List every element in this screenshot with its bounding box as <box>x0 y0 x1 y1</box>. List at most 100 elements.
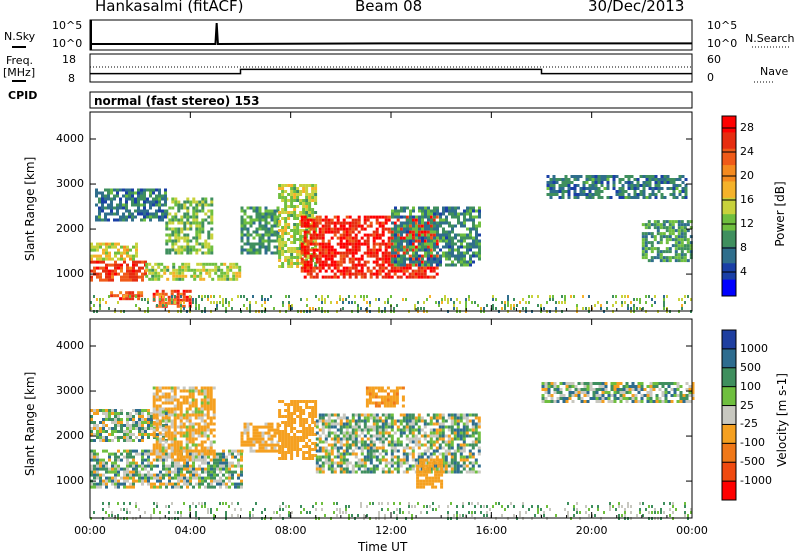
heat-cell <box>129 449 132 453</box>
heat-cell <box>278 424 282 427</box>
heat-cell <box>171 470 174 474</box>
heat-cell <box>460 239 463 243</box>
heat-cell <box>174 485 177 489</box>
heat-cell <box>188 446 192 450</box>
heat-cell <box>415 233 418 237</box>
heat-cell <box>177 221 181 225</box>
heat-cell <box>284 442 288 445</box>
heat-cell <box>421 206 424 210</box>
heat-cell <box>354 422 358 426</box>
heat-cell <box>433 227 436 231</box>
heat-cell <box>96 424 99 427</box>
heat-cell <box>102 242 105 246</box>
heat-cell <box>381 413 385 417</box>
heat-cell <box>442 227 445 231</box>
heat-cell <box>639 184 643 187</box>
heat-cell <box>366 467 370 471</box>
heat-cell <box>188 416 192 420</box>
heat-cell <box>158 437 162 441</box>
heat-cell <box>155 416 159 420</box>
heat-cell <box>276 431 280 435</box>
heat-cell <box>119 218 122 222</box>
heat-cell <box>315 218 319 222</box>
heat-cell <box>433 239 436 243</box>
heat-cell <box>372 419 376 423</box>
heat-cell <box>501 301 503 304</box>
heat-cell <box>114 464 117 468</box>
heat-cell <box>203 401 207 405</box>
heat-cell <box>381 242 385 246</box>
heat-cell <box>306 248 310 252</box>
heat-cell <box>120 436 123 439</box>
heat-cell <box>145 268 149 272</box>
heat-cell <box>216 455 219 459</box>
heat-cell <box>360 443 364 447</box>
heat-cell <box>208 262 212 266</box>
heat-cell <box>167 443 171 447</box>
heat-cell <box>99 467 102 471</box>
heat-cell <box>198 203 202 207</box>
heat-cell <box>549 298 551 301</box>
heat-cell <box>451 236 454 240</box>
heat-cell <box>391 248 394 252</box>
heat-cell <box>189 251 193 255</box>
heat-cell <box>102 424 105 427</box>
heat-cell <box>399 431 403 435</box>
heat-cell <box>171 301 173 304</box>
heat-cell <box>650 235 654 239</box>
heat-cell <box>152 452 156 456</box>
heat-cell <box>293 193 297 196</box>
heat-cell <box>411 230 415 234</box>
heat-cell <box>99 439 102 442</box>
heat-cell <box>200 440 204 444</box>
heat-cell <box>132 464 135 468</box>
heat-cell <box>421 263 424 267</box>
heat-cell <box>138 433 141 436</box>
heat-cell <box>93 452 96 456</box>
heat-cell <box>642 193 646 196</box>
heat-cell <box>293 196 297 199</box>
heat-cell <box>138 307 140 310</box>
heat-cell <box>172 271 176 275</box>
heat-cell <box>213 485 216 489</box>
heat-cell <box>303 218 307 222</box>
heat-cell <box>204 479 207 483</box>
heat-cell <box>318 251 322 255</box>
heat-cell <box>144 479 147 483</box>
heat-cell <box>394 260 397 264</box>
heat-cell <box>463 245 466 249</box>
heat-cell <box>167 419 171 423</box>
heat-cell <box>213 467 216 471</box>
heat-cell <box>270 425 274 429</box>
heat-cell <box>305 184 309 187</box>
heat-cell <box>220 262 224 266</box>
heat-cell <box>336 428 340 432</box>
heat-cell <box>126 269 129 273</box>
heat-cell <box>161 395 165 399</box>
heat-cell <box>327 242 331 246</box>
heat-cell <box>668 232 672 236</box>
heat-cell <box>345 437 349 441</box>
heat-cell <box>333 221 337 225</box>
heat-cell <box>96 298 98 301</box>
heat-cell <box>424 263 427 267</box>
heat-cell <box>393 272 397 276</box>
heat-cell <box>240 452 243 456</box>
heat-cell <box>176 301 180 305</box>
heat-cell <box>209 389 213 393</box>
heat-cell <box>116 218 119 222</box>
heat-cell <box>427 242 430 246</box>
heat-cell <box>220 274 224 278</box>
heat-cell <box>588 193 592 196</box>
heat-cell <box>357 257 361 261</box>
heat-cell <box>141 260 144 264</box>
heat-cell <box>90 418 93 421</box>
heat-cell <box>357 440 361 444</box>
heat-cell <box>339 251 343 255</box>
heat-cell <box>424 254 427 258</box>
heat-cell <box>504 304 506 307</box>
heat-cell <box>114 430 117 433</box>
heat-cell <box>417 239 421 243</box>
heat-cell <box>198 230 202 234</box>
heat-cell <box>351 242 355 246</box>
